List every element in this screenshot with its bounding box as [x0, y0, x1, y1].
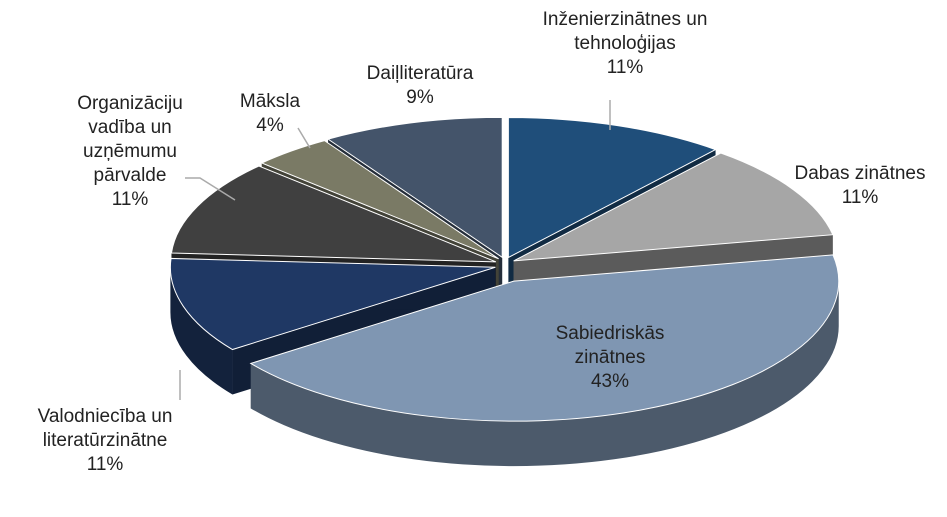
category-name: Sabiedriskās zinātnes [555, 323, 665, 368]
slice-label: Valodniecība un literatūrzinātne 11% [5, 405, 205, 477]
slice [170, 165, 497, 263]
value-label: 11% [841, 187, 879, 208]
slice-label: Dabas zinātnes 11% [760, 162, 947, 210]
leader-line [297, 127, 311, 149]
category-name: Valodniecība un literatūrzinātne [37, 406, 173, 451]
category-name: Daiļliteratūra [366, 63, 474, 84]
category-name: Māksla [239, 91, 301, 112]
slice-label: Māksla 4% [225, 90, 315, 138]
category-name: Inženierzinātnes un tehnoloģijas [542, 9, 708, 54]
slice [326, 116, 503, 259]
slice-label: Organizāciju vadība un uzņēmumu pārvalde… [55, 92, 205, 212]
slice-label: Daiļliteratūra 9% [345, 62, 495, 110]
slice [507, 116, 717, 259]
slice-wall [250, 281, 839, 467]
value-label: 11% [111, 189, 149, 210]
slice [260, 140, 499, 260]
value-label: 11% [86, 454, 124, 475]
category-name: Dabas zinātnes [794, 163, 926, 184]
slice [169, 257, 496, 351]
slice-label: Sabiedriskās zinātnes 43% [535, 322, 685, 394]
category-name: Organizāciju vadība un uzņēmumu pārvalde [77, 93, 183, 186]
slice [513, 152, 834, 262]
slice [249, 254, 840, 422]
slice-wall [170, 267, 233, 395]
slice-label: Inženierzinātnes un tehnoloģijas 11% [530, 8, 720, 80]
value-label: 9% [406, 87, 434, 108]
value-label: 11% [606, 57, 644, 78]
value-label: 43% [590, 371, 630, 392]
value-label: 4% [256, 115, 284, 136]
leader-line [185, 177, 236, 201]
